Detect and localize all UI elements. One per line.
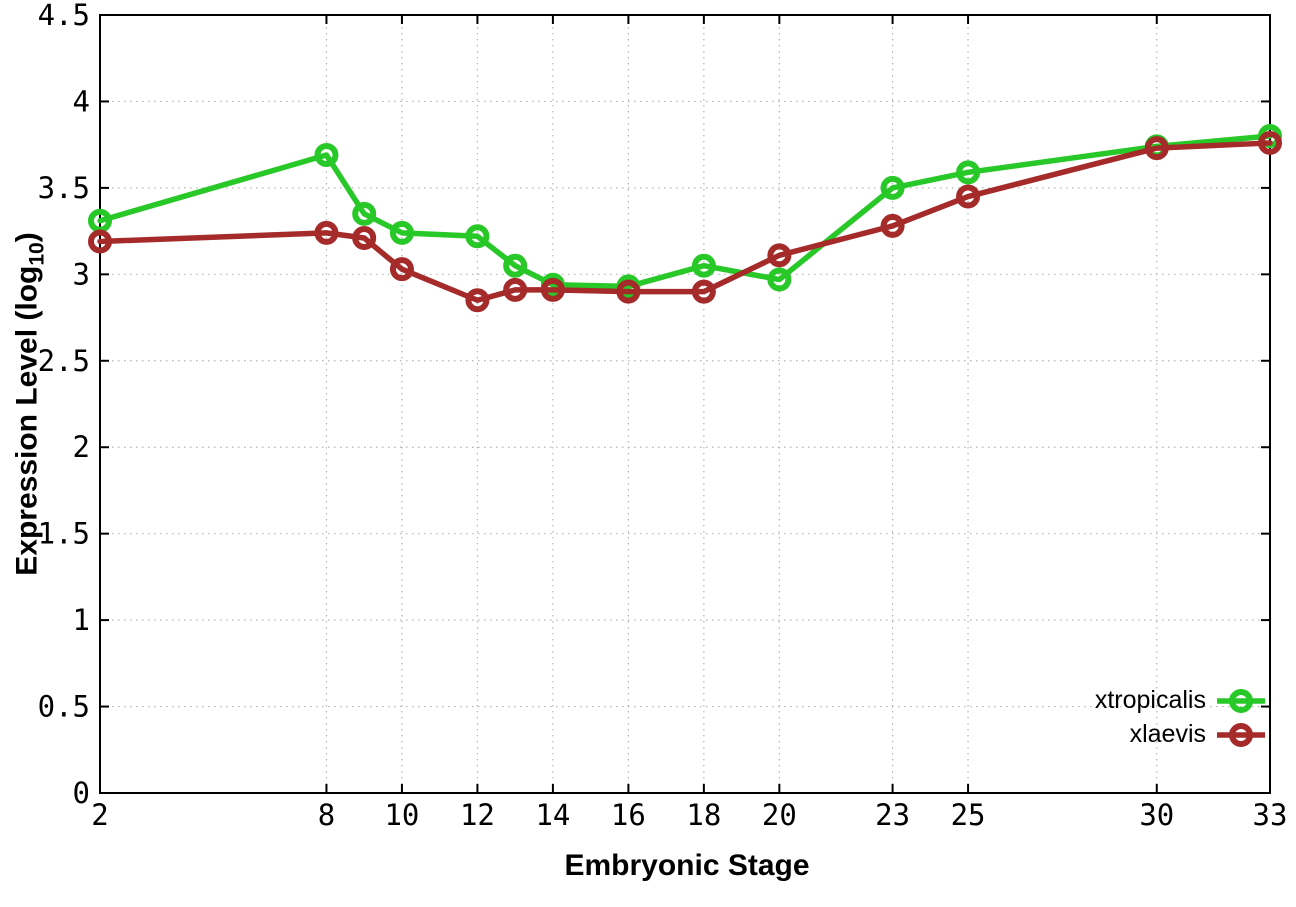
y-tick-label: 2.5 (38, 344, 90, 378)
data-point-xtropicalis-stage-20 (767, 267, 792, 292)
x-tick-label: 30 (1139, 798, 1174, 832)
x-tick-label: 16 (611, 798, 646, 832)
data-point-xtropicalis-stage-13 (503, 253, 528, 278)
y-axis-title-subscript: 10 (25, 242, 49, 266)
data-point-xtropicalis-stage-9 (352, 201, 377, 226)
data-point-xtropicalis-stage-12 (465, 224, 490, 249)
data-point-xtropicalis-stage-25 (956, 160, 981, 185)
y-tick-label: 4.5 (38, 0, 90, 32)
x-tick-label: 25 (951, 798, 986, 832)
y-tick-label: 1 (73, 603, 90, 637)
data-point-xtropicalis-stage-10 (389, 220, 414, 245)
y-tick-label: 0 (73, 776, 90, 810)
y-tick-label: 3.5 (38, 171, 90, 205)
y-tick-label: 1.5 (38, 517, 90, 551)
data-point-xlaevis-stage-20 (767, 243, 792, 268)
y-tick-label: 3 (73, 257, 90, 291)
y-tick-label: 0.5 (38, 690, 90, 724)
data-point-xlaevis-stage-14 (540, 277, 565, 302)
legend-label-xlaevis: xlaevis (1129, 720, 1206, 748)
data-point-xlaevis-stage-2 (88, 229, 112, 254)
y-tick-label: 2 (73, 430, 90, 464)
x-tick-label: 14 (535, 798, 570, 832)
data-point-xtropicalis-stage-23 (880, 175, 905, 200)
data-point-xlaevis-stage-13 (503, 277, 528, 302)
legend: xtropicalis xlaevis (1095, 684, 1266, 751)
x-tick-label: 12 (460, 798, 495, 832)
legend-marker-xtropicalis-icon (1217, 688, 1265, 713)
x-axis-title: Embryonic Stage (564, 849, 810, 882)
x-tick-label: 10 (384, 798, 419, 832)
data-point-xtropicalis-stage-18 (691, 253, 716, 278)
data-point-xtropicalis-stage-8 (314, 143, 339, 168)
series-line-xtropicalis (97, 133, 1273, 290)
data-point-xlaevis-stage-8 (314, 220, 339, 245)
data-point-xlaevis-stage-23 (880, 213, 905, 238)
x-tick-label: 2 (91, 798, 108, 832)
legend-label-xtropicalis: xtropicalis (1094, 686, 1206, 714)
y-tick-label: 4 (73, 84, 90, 118)
data-point-xlaevis-stage-30 (1144, 136, 1169, 161)
data-point-xlaevis-stage-12 (465, 288, 490, 313)
y-axis-title-text: Expression Level (log (10, 265, 44, 576)
data-point-xlaevis-stage-33 (1258, 130, 1282, 155)
legend-item-xlaevis: xlaevis (1095, 718, 1266, 751)
x-tick-label: 23 (875, 798, 910, 832)
x-tick-label: 33 (1253, 798, 1288, 832)
data-point-xlaevis-stage-9 (352, 226, 377, 251)
data-point-xlaevis-stage-10 (389, 257, 414, 282)
data-point-xlaevis-stage-25 (956, 184, 981, 209)
legend-marker-xlaevis-icon (1217, 722, 1265, 747)
x-tick-label: 18 (686, 798, 721, 832)
plot-border (99, 14, 1271, 794)
x-tick-label: 8 (318, 798, 335, 832)
data-point-xlaevis-stage-18 (691, 279, 716, 304)
y-axis-title: Expression Level (log10) (11, 232, 50, 575)
legend-item-xtropicalis: xtropicalis (1095, 684, 1266, 717)
series-line-xlaevis (97, 140, 1273, 304)
y-axis-title-close: ) (10, 232, 44, 243)
x-tick-label: 20 (762, 798, 797, 832)
data-point-xlaevis-stage-16 (616, 279, 641, 304)
